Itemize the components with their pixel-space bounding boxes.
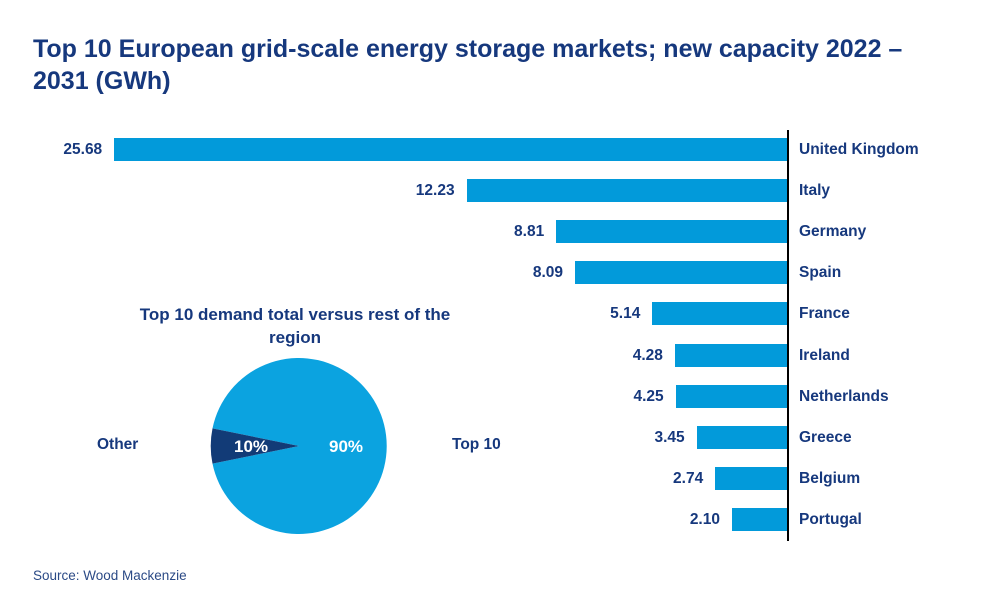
bar-united-kingdom[interactable] [114, 138, 787, 161]
bar-row: 2.10 Portugal [0, 507, 1000, 532]
bar-france[interactable] [652, 302, 787, 326]
pie-slice-other[interactable] [210, 428, 299, 464]
pie-chart-title: Top 10 demand total versus rest of the r… [139, 305, 451, 347]
pie-slice-other-value: 10% [234, 437, 268, 456]
bar-category-label: Greece [799, 428, 852, 446]
bar-row: 5.14 France [0, 302, 1000, 326]
bar-category-label: Spain [799, 264, 842, 282]
source-note: Source: Wood Mackenzie [33, 568, 187, 583]
pie-chart: 10% 90% [210, 358, 387, 534]
bar-category-label: France [799, 305, 850, 323]
bar-belgium[interactable] [715, 466, 787, 490]
bar-chart-axis-line [787, 130, 789, 541]
bar-category-label: United Kingdom [799, 141, 919, 158]
bar-row: 2.74 Belgium [0, 466, 1000, 491]
bar-ireland[interactable] [674, 343, 787, 367]
bar-value-label: 4.28 [632, 346, 663, 364]
bar-category-label: Italy [799, 182, 831, 200]
bar-value-label: 8.81 [514, 223, 545, 241]
bar-category-label: Belgium [799, 469, 861, 487]
pie-slice-top10-value: 90% [329, 437, 363, 456]
bar-value-label: 3.45 [654, 428, 685, 446]
bar-row: 12.23 Italy [0, 179, 1000, 203]
pie-chart-block: Top 10 demand total versus rest of the r… [60, 300, 560, 550]
bar-row: 8.09 Spain [0, 261, 1000, 285]
bar-category-label: Portugal [799, 510, 862, 528]
pie-slice-top10[interactable] [212, 358, 387, 534]
bar-portugal[interactable] [731, 507, 787, 531]
bar-row: 25.68 United Kingdom [0, 138, 1000, 162]
bar-value-label: 8.09 [532, 264, 564, 282]
bar-value-label: 5.14 [610, 305, 641, 323]
bar-row: 3.45 Greece [0, 425, 1000, 450]
bar-value-label: 4.25 [633, 387, 664, 405]
bar-value-label: 2.74 [673, 469, 704, 487]
bar-row: 8.81 Germany [0, 220, 1000, 244]
bar-row: 4.28 Ireland [0, 343, 1000, 368]
bar-germany[interactable] [556, 220, 787, 244]
bar-category-label: Netherlands [799, 387, 889, 405]
pie-label-top10: Top 10 [452, 436, 501, 453]
bar-value-label: 12.23 [415, 182, 455, 200]
bar-value-label: 25.68 [63, 141, 103, 158]
bar-row: 4.25 Netherlands [0, 384, 1000, 409]
pie-slices [210, 358, 387, 534]
bar-spain[interactable] [575, 261, 787, 285]
bar-netherlands[interactable] [675, 384, 787, 408]
bar-italy[interactable] [466, 179, 787, 203]
pie-label-other: Other [97, 436, 139, 453]
page-title: Top 10 European grid-scale energy storag… [33, 35, 903, 95]
bar-value-label: 2.10 [689, 510, 720, 528]
bar-greece[interactable] [696, 425, 787, 449]
bar-category-label: Ireland [799, 346, 850, 364]
bar-category-label: Germany [799, 223, 867, 241]
